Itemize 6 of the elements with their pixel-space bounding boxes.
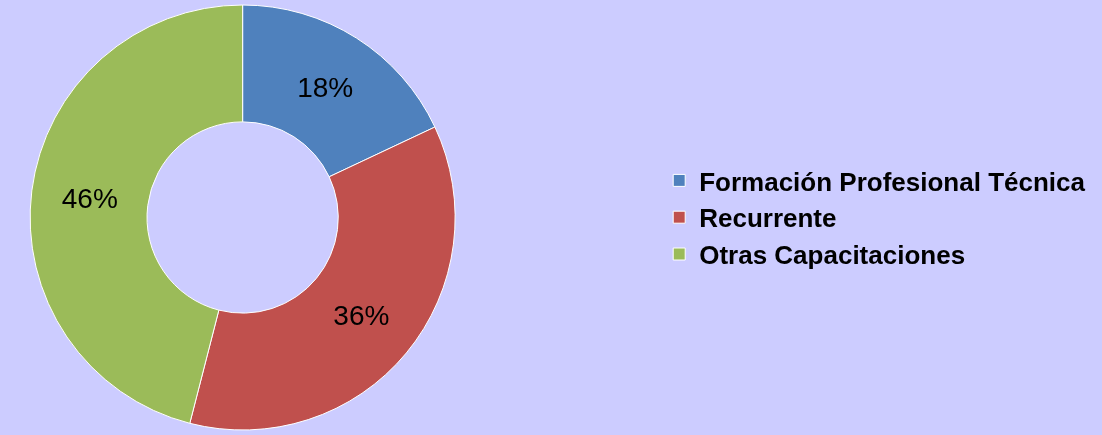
data-label: 18% bbox=[297, 71, 354, 103]
data-label: 36% bbox=[333, 300, 390, 332]
legend-label: Recurrente bbox=[699, 203, 837, 234]
data-label: 46% bbox=[61, 182, 118, 214]
legend-label: Formación Profesional Técnica bbox=[699, 166, 1086, 197]
legend-label: Otras Capacitaciones bbox=[699, 240, 966, 271]
